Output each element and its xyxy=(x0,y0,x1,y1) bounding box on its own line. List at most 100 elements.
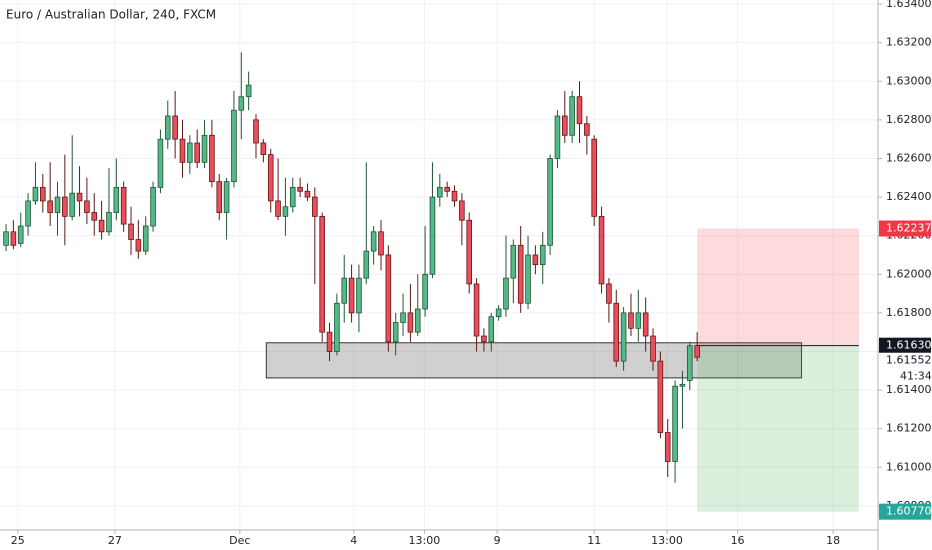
x-tick-label: 18 xyxy=(826,534,840,547)
candle-body xyxy=(392,322,399,343)
candle-body xyxy=(466,219,473,285)
y-tick-label: 1.61200 xyxy=(886,422,932,435)
candle-body xyxy=(370,231,377,252)
candle-body xyxy=(686,345,693,381)
candle-body xyxy=(3,231,9,246)
support-zone xyxy=(265,342,803,379)
candle-body xyxy=(209,134,215,183)
y-tick-label: 1.62400 xyxy=(886,190,932,203)
candle-body xyxy=(363,250,370,279)
price-label: 1.62237 xyxy=(886,222,932,235)
candle-body xyxy=(319,215,325,333)
candle-body xyxy=(672,385,678,462)
candle-body xyxy=(304,190,311,198)
candle-body xyxy=(172,115,178,140)
candle-body xyxy=(539,244,546,266)
candle-body xyxy=(385,254,392,343)
candle-body xyxy=(260,142,267,155)
candle-body xyxy=(510,244,517,279)
candle-body xyxy=(341,277,348,304)
candle-body xyxy=(532,254,539,266)
candle-body xyxy=(400,312,406,323)
candle-body xyxy=(135,239,142,252)
price-label: 1.60770 xyxy=(886,505,932,518)
price-label-bg xyxy=(879,220,931,237)
y-tick-label: 1.61800 xyxy=(886,306,932,319)
x-tick-label: 4 xyxy=(350,534,357,547)
candle-body xyxy=(216,181,223,213)
candle-body xyxy=(253,119,259,144)
y-tick-label: 1.62000 xyxy=(886,267,932,280)
stop-area xyxy=(697,228,859,346)
candle-body xyxy=(187,142,193,163)
candles xyxy=(3,52,700,483)
candle-body xyxy=(106,212,112,233)
candle-body xyxy=(142,225,149,252)
candle-body xyxy=(414,308,421,333)
candle-body xyxy=(679,383,686,387)
candle-body xyxy=(17,225,24,244)
x-tick-label: 16 xyxy=(731,534,745,547)
candle-body xyxy=(47,200,53,213)
candle-body xyxy=(150,187,156,227)
y-tick-label: 1.63000 xyxy=(886,74,932,87)
x-tick-label: 25 xyxy=(11,534,25,547)
candle-body xyxy=(356,277,362,314)
price-label: 1.61552 xyxy=(886,354,932,367)
y-tick-label: 1.62600 xyxy=(886,151,932,164)
price-label: 1.61630 xyxy=(886,339,932,352)
candle-body xyxy=(282,206,289,217)
axes: 1.608001.610001.612001.614001.616001.618… xyxy=(11,0,932,547)
candle-body xyxy=(517,244,524,304)
candle-body xyxy=(120,187,127,225)
candle-body xyxy=(157,138,164,188)
candle-body xyxy=(657,360,664,433)
candle-body xyxy=(642,312,649,337)
candle-body xyxy=(201,134,208,163)
candle-body xyxy=(584,123,590,136)
candle-body xyxy=(488,316,495,343)
y-tick-label: 1.63200 xyxy=(886,36,932,49)
candle-body xyxy=(312,196,318,217)
candle-body xyxy=(525,254,531,304)
candle-body xyxy=(91,212,98,221)
x-tick-label: 13:00 xyxy=(409,534,441,547)
candle-body xyxy=(267,154,274,202)
candle-body xyxy=(635,312,642,329)
candle-body xyxy=(223,181,230,213)
chart-title: Euro / Australian Dollar, 240, FXCM xyxy=(6,8,216,22)
candle-body xyxy=(591,138,597,217)
x-tick-label: 27 xyxy=(108,534,122,547)
candle-body xyxy=(481,335,487,343)
candle-body xyxy=(407,312,414,333)
x-tick-label: 13:00 xyxy=(651,534,683,547)
candle-body xyxy=(598,215,605,285)
y-tick-label: 1.62800 xyxy=(886,113,932,126)
candle-body xyxy=(231,109,237,183)
candle-body xyxy=(245,84,252,98)
candle-body xyxy=(76,192,83,202)
candle-body xyxy=(620,312,627,362)
candle-body xyxy=(437,187,443,198)
candle-body xyxy=(613,302,620,362)
candle-body xyxy=(289,187,296,208)
candle-body xyxy=(54,196,61,213)
countdown: 41:34 xyxy=(900,370,932,383)
candle-body xyxy=(128,223,134,240)
x-tick-label: Dec xyxy=(229,534,250,547)
candle-body xyxy=(98,219,105,233)
candle-body xyxy=(554,115,561,159)
candle-body xyxy=(569,96,575,136)
candle-body xyxy=(62,196,68,217)
candle-body xyxy=(628,312,634,329)
candle-body xyxy=(606,283,612,304)
candle-body xyxy=(378,231,384,256)
price-label-bg xyxy=(879,503,931,520)
candle-body xyxy=(10,231,17,246)
candle-body xyxy=(40,187,46,202)
candle-body xyxy=(348,277,355,314)
candle-body xyxy=(238,96,245,111)
x-tick-label: 11 xyxy=(587,534,601,547)
